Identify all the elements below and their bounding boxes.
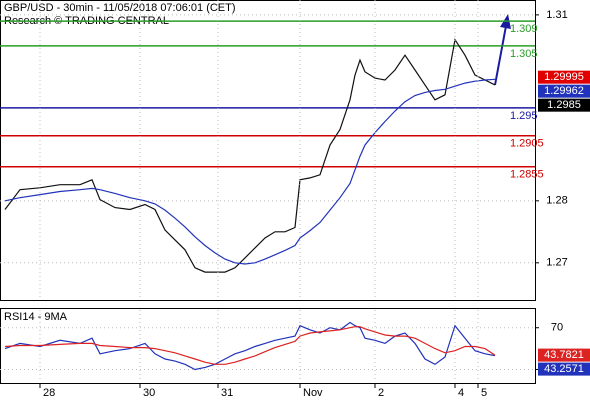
chart-title: GBP/USD - 30min - 11/05/2018 07:06:01 (C… [4,2,236,14]
x-tick-label: Nov [303,387,323,399]
level-label: 1.295 [510,110,538,122]
price-label-box [538,84,590,98]
price-label: 43.2571 [544,363,584,375]
x-tick-label: 2 [378,387,384,399]
y-tick-label: 70 [551,322,563,334]
rsi-title: RSI14 - 9MA [4,311,68,323]
y-tick-label: 1.27 [546,257,567,269]
rsi-panel [0,308,536,384]
series-line [4,321,496,371]
price-label-box [538,362,590,376]
y-tick-label: 1.31 [546,9,567,21]
series-line [4,38,496,273]
price-label: 1.29962 [544,85,584,97]
x-tick-label: 30 [143,387,155,399]
series-line [4,326,496,365]
x-tick-label: 4 [458,387,464,399]
price-label-box [538,348,590,362]
target-arrow [494,25,507,86]
level-label: 1.305 [510,48,538,60]
level-label: 1.2855 [510,169,544,181]
level-label: 1.309 [510,23,538,35]
price-label-box [538,70,590,84]
price-label: 1.2985 [547,99,581,111]
price-label: 1.29995 [544,71,584,83]
price-label: 43.7821 [544,349,584,361]
level-label: 1.2905 [510,138,544,150]
price-panel [0,0,536,301]
price-label-box [538,98,590,112]
x-tick-label: 5 [481,387,487,399]
x-tick-label: 28 [43,387,55,399]
y-tick-label: 1.28 [546,195,567,207]
series-line [4,78,496,265]
x-tick-label: 31 [221,387,233,399]
